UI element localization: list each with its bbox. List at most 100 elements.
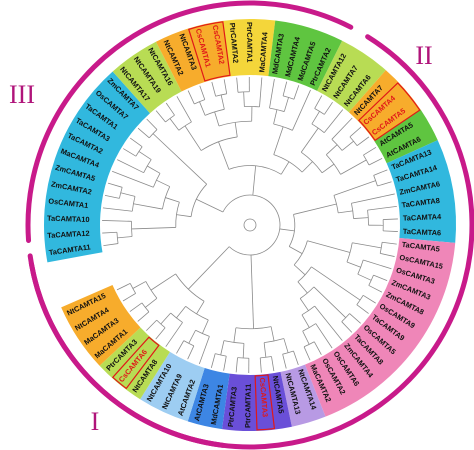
tree-branch	[368, 157, 383, 166]
clade-band	[221, 371, 292, 431]
tree-branch	[202, 319, 209, 334]
tree-branch	[242, 343, 245, 359]
tree-branch	[129, 302, 143, 312]
tree-branch	[373, 274, 388, 282]
tree-branch-arc	[145, 281, 158, 299]
clade-band	[386, 140, 456, 243]
ring-arc-III	[25, 0, 354, 243]
tree-branch	[102, 207, 133, 212]
tree-branch	[349, 126, 362, 138]
tree-branch	[279, 228, 295, 232]
tree-branch	[273, 126, 284, 155]
tree-branch-arc	[148, 129, 158, 139]
group-label-II: II	[415, 41, 432, 70]
tree-branch	[152, 133, 207, 185]
tree-branch	[363, 259, 392, 270]
tree-branch	[165, 102, 175, 116]
tree-branch	[351, 193, 395, 204]
tree-branch-arc	[141, 302, 150, 313]
tree-branch	[214, 111, 220, 127]
tree-branch	[356, 136, 370, 146]
tree-branch-arc	[165, 114, 175, 123]
leaf-label: TaCAMTA6	[403, 227, 442, 238]
tree-branch	[293, 203, 337, 215]
tree-branch	[263, 342, 267, 358]
tree-branch	[324, 101, 333, 115]
tree-branch	[102, 220, 132, 222]
tree-branch	[293, 350, 299, 366]
tree-branch	[303, 346, 311, 361]
tree-branch	[155, 327, 166, 340]
leaf-label: TaCAMTA4	[403, 212, 443, 223]
leaf-label: TaCAMTA10	[47, 214, 90, 224]
tree-branch	[250, 254, 254, 329]
tree-branch	[307, 240, 351, 253]
clade-band	[61, 284, 141, 366]
tree-branch	[176, 214, 192, 218]
tree-branch	[210, 353, 216, 368]
tree-branch	[311, 111, 320, 125]
tree-branch	[176, 96, 192, 123]
tree-branch	[184, 125, 202, 151]
tree-branch	[116, 283, 131, 291]
leaf-label: PtrCAMTA1	[245, 22, 254, 63]
tree-branch-arc	[303, 341, 315, 348]
tree-branch-arc	[357, 259, 364, 275]
tree-branch-arc	[373, 175, 378, 187]
tree-branch	[383, 230, 398, 232]
leaf-label: PtrCAMTA3	[226, 386, 239, 427]
clade-band	[140, 351, 205, 422]
tree-branch-arc	[143, 159, 152, 173]
tree-branch	[299, 298, 309, 311]
group-label-I: I	[91, 407, 100, 436]
tree-branch-arc	[131, 196, 136, 212]
tree-branch	[220, 340, 225, 356]
tree-branch	[283, 338, 289, 353]
tree-branch-arc	[178, 121, 192, 131]
tree-branch	[199, 85, 206, 100]
tree-branch-arc	[341, 313, 350, 322]
tree-branch	[176, 306, 186, 319]
tree-branch	[380, 253, 395, 257]
tree-branch	[373, 169, 388, 176]
leaf-label: MaCAMTA4	[257, 31, 269, 73]
tree-branch	[252, 165, 257, 196]
tree-branch	[199, 101, 206, 116]
tree-branch	[104, 194, 120, 199]
tree-branch	[368, 285, 383, 293]
tree-branch-arc	[264, 338, 284, 344]
tree-branch	[353, 217, 369, 219]
tree-branch	[120, 192, 136, 197]
clade-band	[112, 41, 182, 114]
tree-branch	[196, 301, 205, 315]
tree-branch	[236, 77, 239, 93]
tree-branch	[137, 127, 150, 139]
tree-branch	[131, 227, 176, 230]
clade-band	[304, 238, 456, 417]
tree-branch	[301, 161, 313, 173]
tree-branch	[187, 90, 195, 105]
tree-branch-arc	[156, 319, 166, 329]
tree-branch	[235, 357, 238, 373]
tree-branch	[145, 297, 158, 308]
tree-branch	[297, 281, 308, 294]
tree-branch	[122, 293, 136, 302]
tree-branch	[315, 323, 333, 349]
tree-branch	[103, 243, 119, 246]
tree-branch	[117, 159, 144, 174]
tree-branch	[133, 203, 163, 210]
tree-branch	[377, 181, 392, 187]
tree-branch	[243, 91, 245, 107]
tree-branch	[165, 197, 180, 203]
leaf-label: TaCAMTA12	[47, 229, 90, 240]
tree-branch	[273, 109, 278, 125]
tree-branch	[146, 319, 157, 331]
tree-branch	[259, 77, 263, 107]
tree-branches	[102, 76, 398, 373]
tree-branch	[338, 210, 353, 214]
tree-branch	[234, 122, 238, 137]
leaf-label: PtrCAMTA2	[228, 22, 241, 63]
tree-branch	[269, 78, 275, 109]
tree-branch	[137, 311, 150, 322]
